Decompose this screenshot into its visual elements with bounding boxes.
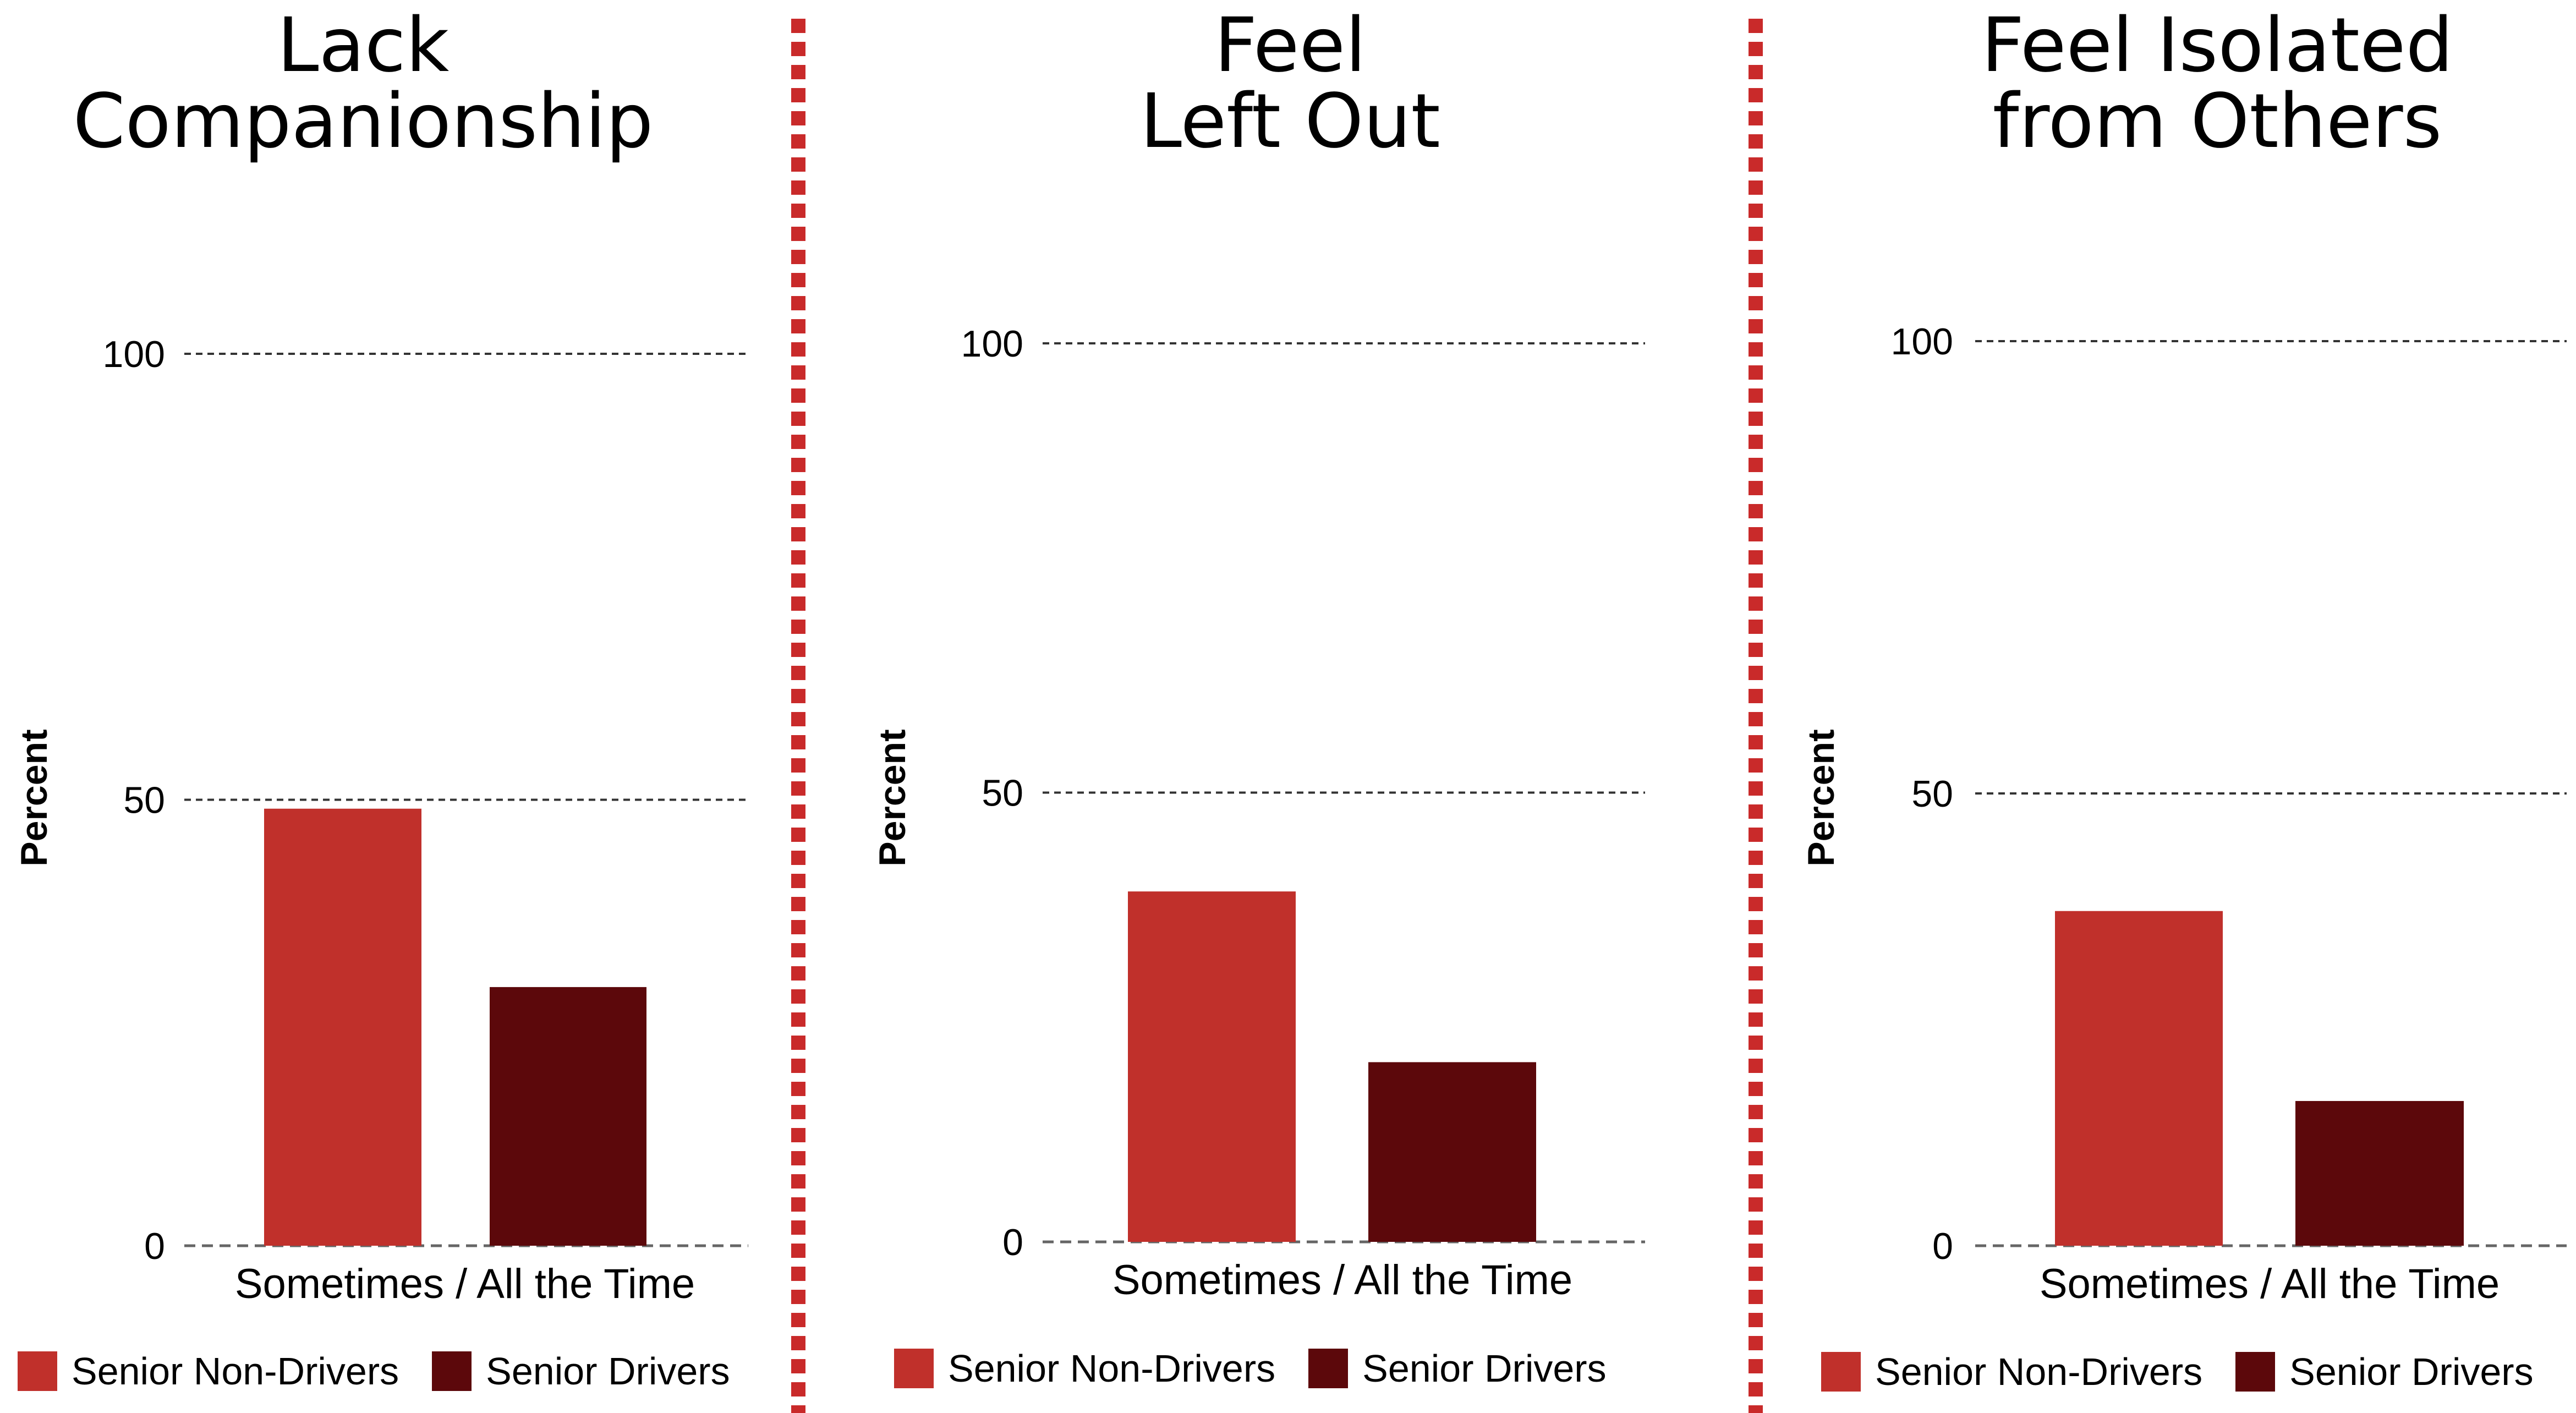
legend-item-non-drivers: Senior Non-Drivers [894,1346,1275,1390]
panel-title-2: Feel Left Out [905,8,1675,160]
legend-item-non-drivers: Senior Non-Drivers [18,1349,399,1393]
panel-title-line: Companionship [73,78,654,165]
legend-swatch [894,1349,934,1388]
panel-title-line: Feel [1214,2,1366,89]
panel-divider-1 [791,19,805,1413]
legend: Senior Non-Drivers Senior Drivers [894,1346,1640,1390]
legend-label: Senior Non-Drivers [1875,1350,2203,1393]
y-tick-label: 50 [982,773,1023,814]
panel-title-line: from Others [1992,78,2442,165]
legend-swatch [18,1351,57,1391]
legend-item-non-drivers: Senior Non-Drivers [1821,1350,2202,1394]
y-tick-label: 100 [103,333,165,375]
legend-label: Senior Drivers [1362,1347,1607,1390]
legend: Senior Non-Drivers Senior Drivers [18,1349,763,1393]
panel-title-3: Feel Isolated from Others [1832,8,2576,160]
bar-drivers [1368,1062,1536,1242]
legend-label: Senior Drivers [486,1350,730,1393]
legend-swatch [1308,1349,1349,1388]
legend-label: Senior Non-Drivers [948,1347,1276,1390]
y-tick-label: 0 [144,1225,165,1267]
y-axis-label: Percent [13,729,55,867]
y-tick-label: 50 [1911,773,1953,815]
panel-title-line: Feel Isolated [1981,2,2453,89]
bar-non-drivers [2055,911,2223,1246]
legend-item-drivers: Senior Drivers [432,1349,730,1393]
bar-drivers [2295,1100,2464,1246]
y-axis-label: Percent [1800,729,1842,867]
panel-title-1: Lack Companionship [0,8,748,160]
bar-drivers [490,987,646,1246]
x-category-label: Sometimes / All the Time [234,1261,695,1307]
legend-item-drivers: Senior Drivers [2235,1350,2534,1394]
legend-swatch [432,1351,472,1391]
y-tick-label: 50 [123,780,165,821]
legend-swatch [1821,1352,1861,1392]
x-category-label: Sometimes / All the Time [2039,1261,2500,1307]
y-tick-label: 100 [961,323,1023,365]
y-axis-label: Percent [872,729,913,867]
legend-swatch [2235,1352,2276,1392]
y-tick-label: 0 [1932,1225,1953,1267]
legend-item-drivers: Senior Drivers [1308,1346,1607,1390]
bar-non-drivers [264,808,421,1246]
legend-label: Senior Drivers [2289,1350,2534,1393]
panel-title-line: Left Out [1140,78,1440,165]
legend-label: Senior Non-Drivers [72,1350,399,1393]
legend: Senior Non-Drivers Senior Drivers [1821,1350,2567,1394]
panel-divider-2 [1749,19,1763,1413]
y-tick-label: 100 [1891,321,1953,363]
bar-non-drivers [1128,891,1296,1242]
y-tick-label: 0 [1002,1222,1023,1263]
panel-title-line: Lack [277,2,450,89]
x-category-label: Sometimes / All the Time [1112,1257,1573,1304]
